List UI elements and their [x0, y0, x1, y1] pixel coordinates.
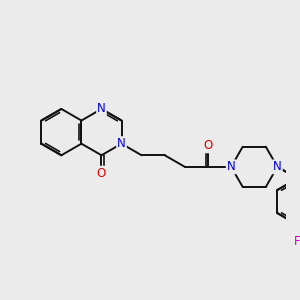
Text: O: O [97, 167, 106, 180]
Text: N: N [117, 137, 126, 150]
Text: N: N [97, 103, 106, 116]
Text: N: N [227, 160, 236, 173]
Text: N: N [273, 160, 282, 173]
Text: F: F [294, 235, 300, 248]
Text: O: O [203, 139, 213, 152]
